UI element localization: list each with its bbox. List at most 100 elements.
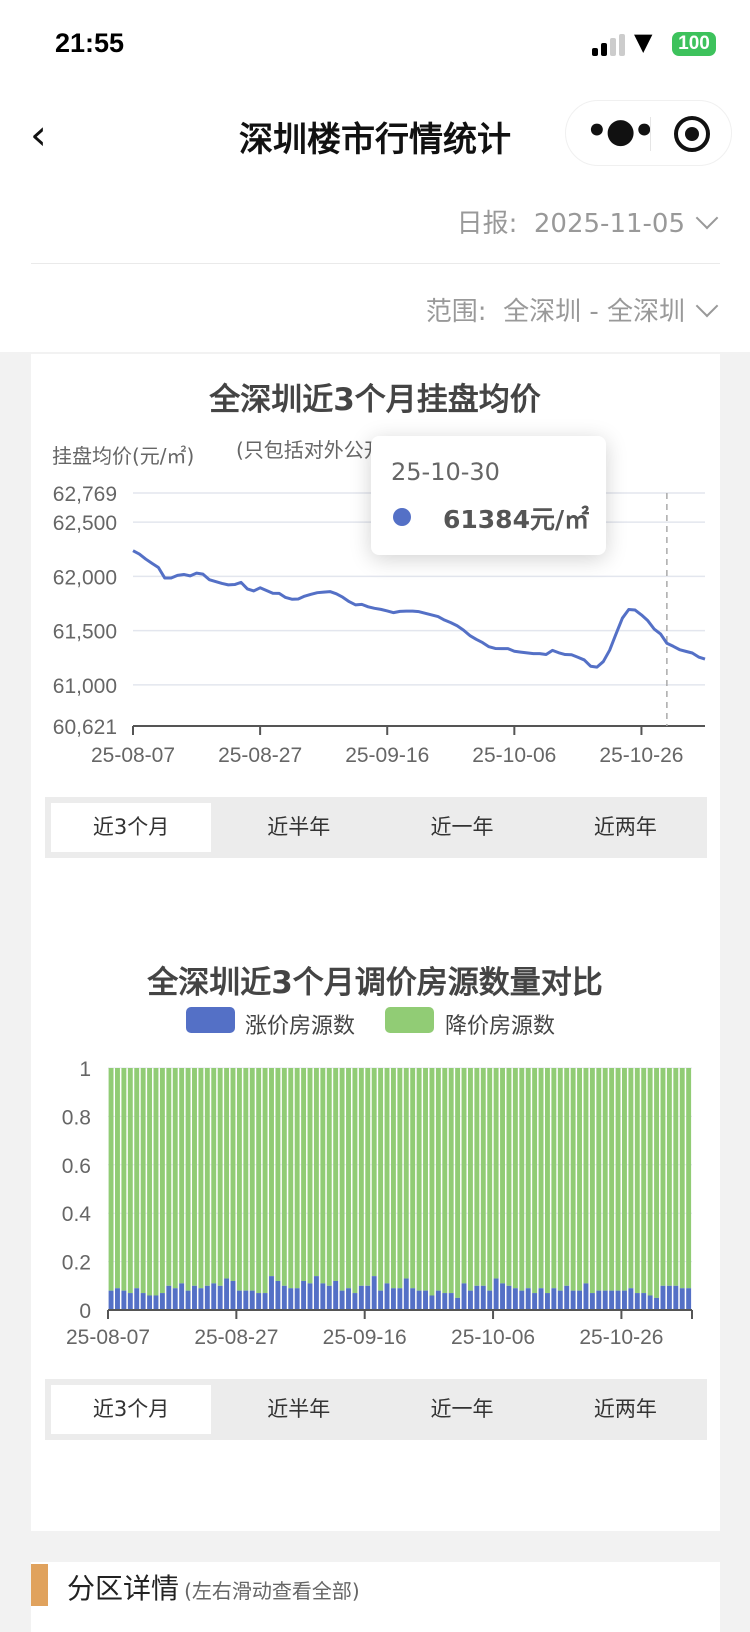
record-circle-icon[interactable] [674, 116, 710, 152]
scope-value: 全深圳 - 全深圳 [503, 297, 685, 327]
bar-up [404, 1279, 409, 1310]
legend-swatch-down[interactable] [385, 1007, 434, 1033]
bar-up [301, 1281, 306, 1310]
daily-value: 2025-11-05 [534, 209, 685, 239]
tab-3-months[interactable]: 近3个月 [51, 1385, 211, 1434]
bar-up [513, 1288, 518, 1310]
bar-up [340, 1291, 345, 1310]
bar-up [186, 1291, 191, 1310]
bar-down [596, 1068, 601, 1291]
bar-up [333, 1281, 338, 1310]
bar-up [628, 1288, 633, 1310]
y-tick-label: 0.8 [62, 1106, 91, 1129]
bar-down [237, 1068, 242, 1291]
x-tick-label: 25-09-16 [323, 1326, 407, 1349]
y-tick-label: 0.6 [62, 1155, 91, 1178]
legend-swatch-up[interactable] [186, 1007, 235, 1033]
district-header: 分区详情 (左右滑动查看全部) [67, 1567, 360, 1607]
bar-down [603, 1068, 608, 1291]
bar-down [205, 1068, 210, 1286]
bar-down [667, 1068, 672, 1286]
district-title: 分区详情 [67, 1572, 179, 1605]
bar-up [385, 1283, 390, 1310]
bar-down [417, 1068, 422, 1291]
bar-up [641, 1293, 646, 1310]
bar-up [154, 1295, 159, 1310]
more-dots-icon[interactable]: •●• [586, 111, 653, 151]
bar-down [340, 1068, 345, 1291]
bar-up [519, 1291, 524, 1310]
bar-up [494, 1279, 499, 1310]
bar-down [648, 1068, 653, 1295]
tab-half-year[interactable]: 近半年 [217, 1379, 380, 1440]
bar-up [192, 1286, 197, 1310]
capsule-divider [650, 117, 651, 151]
bar-down [500, 1068, 505, 1283]
tab-one-year[interactable]: 近一年 [380, 797, 543, 858]
bar-down [513, 1068, 518, 1288]
bar-down [410, 1068, 415, 1288]
bar-down [609, 1068, 614, 1291]
bar-down [429, 1068, 434, 1295]
bar-down [314, 1068, 319, 1276]
y-tick-label: 0.2 [62, 1252, 91, 1275]
bar-up [134, 1288, 139, 1310]
bar-down [301, 1068, 306, 1281]
bar-down [372, 1068, 377, 1276]
bar-up [667, 1286, 672, 1310]
bar-up [455, 1298, 460, 1310]
tab-half-year[interactable]: 近半年 [217, 797, 380, 858]
y-tick-label: 62,500 [53, 512, 117, 535]
scope-selector[interactable]: 范围: 全深圳 - 全深圳 [426, 291, 715, 328]
wifi-icon: ▼ [634, 28, 652, 56]
bar-down [365, 1068, 370, 1286]
bar-up [243, 1291, 248, 1310]
bar-down [404, 1068, 409, 1279]
legend-up[interactable]: 涨价房源数 [245, 1008, 355, 1040]
bar-up [141, 1293, 146, 1310]
bar-down [352, 1068, 357, 1293]
bar-up [224, 1279, 229, 1310]
bar-down [661, 1068, 666, 1286]
section-accent-bar [31, 1564, 48, 1606]
bar-down [494, 1068, 499, 1279]
x-tick-label: 25-10-06 [451, 1326, 535, 1349]
tab-one-year[interactable]: 近一年 [380, 1379, 543, 1440]
daily-date-selector[interactable]: 日报: 2025-11-05 [457, 203, 715, 240]
bar-down [686, 1068, 691, 1288]
bar-up [372, 1276, 377, 1310]
tab-3-months[interactable]: 近3个月 [51, 803, 211, 852]
bar-down [539, 1068, 544, 1288]
bar-down [282, 1068, 287, 1286]
bar-up [545, 1293, 550, 1310]
chevron-left-icon[interactable]: ‹ [30, 110, 47, 159]
bar-up [109, 1291, 114, 1310]
bar-up [320, 1283, 325, 1310]
bar-up [263, 1293, 268, 1310]
tab-two-years[interactable]: 近两年 [544, 1379, 707, 1440]
bar-down [359, 1068, 364, 1286]
bar-down [673, 1068, 678, 1286]
bar-down [654, 1068, 659, 1298]
bar-down [115, 1068, 120, 1288]
bar-up [346, 1288, 351, 1310]
y-tick-label: 1 [79, 1058, 91, 1081]
legend-down[interactable]: 降价房源数 [445, 1008, 555, 1040]
bar-up [506, 1286, 511, 1310]
price-line [133, 551, 705, 667]
bar-up [526, 1288, 531, 1310]
bar-up [680, 1288, 685, 1310]
bar-up [237, 1291, 242, 1310]
bar-up [686, 1288, 691, 1310]
bar-down [481, 1068, 486, 1286]
bar-up [275, 1281, 280, 1310]
bar-up [179, 1283, 184, 1310]
chevron-down-icon [696, 207, 719, 230]
tooltip-date: 25-10-30 [391, 458, 500, 486]
tab-two-years[interactable]: 近两年 [544, 797, 707, 858]
x-tick-label: 25-08-27 [194, 1326, 278, 1349]
bar-down [584, 1068, 589, 1283]
bar-down [141, 1068, 146, 1293]
y-tick-label: 62,769 [53, 483, 117, 506]
